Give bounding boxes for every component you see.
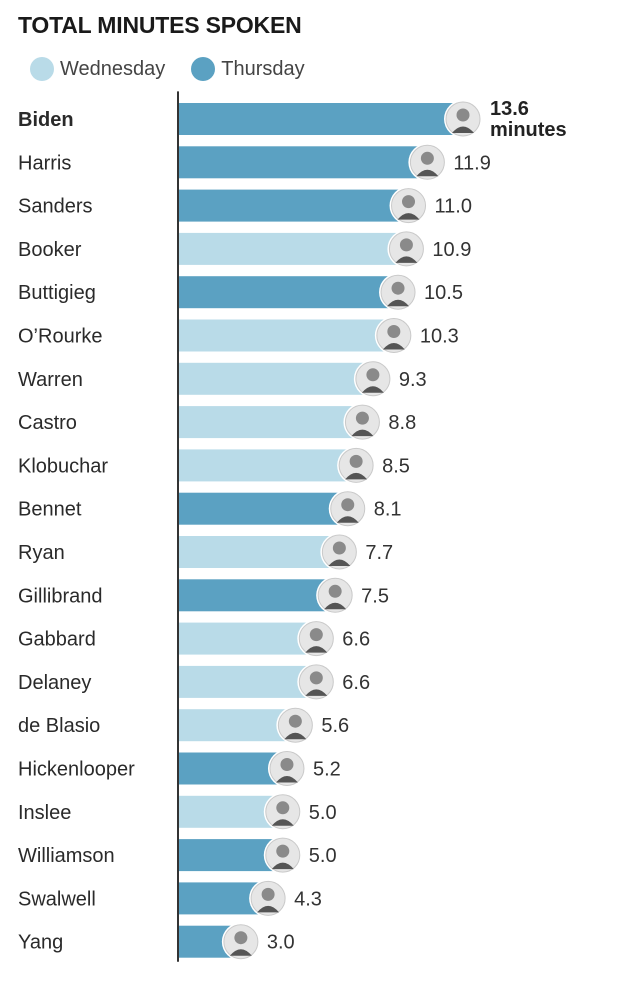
value-label-o-rourke: 10.3 (420, 326, 459, 348)
value-label-gabbard: 6.6 (342, 629, 370, 651)
chart-title: TOTAL MINUTES SPOKEN (18, 12, 302, 38)
candidate-portrait-icon (263, 792, 302, 831)
value-label-swalwell: 4.3 (294, 888, 322, 910)
value-label-castro: 8.8 (388, 412, 416, 434)
candidate-portrait-icon (343, 403, 382, 442)
candidate-portrait-icon (297, 619, 336, 658)
category-label-inslee: Inslee (18, 802, 71, 824)
candidate-portrait-icon (276, 706, 315, 745)
candidate-portrait-icon (444, 100, 482, 138)
value-label-warren: 9.3 (399, 369, 427, 391)
value-label-gillibrand: 7.5 (361, 585, 389, 607)
value-label-booker: 10.9 (432, 239, 471, 261)
category-label-delaney: Delaney (18, 672, 91, 694)
category-label-bennet: Bennet (18, 499, 82, 521)
category-label-klobuchar: Klobuchar (18, 455, 108, 477)
candidate-portrait-icon (320, 533, 359, 571)
bar-bennet (178, 492, 348, 525)
bar-harris (178, 146, 428, 179)
bar-buttigieg (178, 276, 399, 309)
legend-label-thursday: Thursday (221, 57, 305, 80)
bar-castro (178, 406, 363, 439)
candidate-portrait-icon (267, 749, 306, 788)
candidate-portrait-icon (316, 576, 355, 615)
category-label-gillibrand: Gillibrand (18, 585, 102, 607)
candidate-portrait-icon (297, 662, 336, 701)
category-label-hickenlooper: Hickenlooper (18, 759, 135, 781)
legend-item-thursday: Thursday (191, 57, 305, 81)
value-label-ryan: 7.7 (365, 542, 393, 564)
category-label-williamson: Williamson (18, 845, 115, 867)
value-label-harris: 11.9 (453, 152, 490, 174)
category-label-de-blasio: de Blasio (18, 715, 100, 737)
candidate-portrait-icon (389, 186, 428, 225)
category-label-gabbard: Gabbard (18, 629, 96, 651)
category-label-harris: Harris (18, 152, 71, 174)
bar-sanders (178, 189, 409, 222)
bar-delaney (178, 665, 317, 698)
candidate-portrait-icon (221, 922, 260, 961)
bar-klobuchar (178, 449, 357, 482)
candidate-portrait-icon (263, 836, 302, 875)
candidate-portrait-icon (249, 879, 288, 918)
value-label-biden: 13.6 (490, 98, 529, 120)
bar-gabbard (178, 622, 317, 655)
category-label-buttigieg: Buttigieg (18, 282, 96, 304)
candidate-portrait-icon (387, 229, 426, 268)
category-label-ryan: Ryan (18, 542, 65, 564)
candidate-portrait-icon (328, 489, 367, 528)
candidate-portrait-icon (353, 359, 392, 398)
candidate-portrait-icon (374, 316, 413, 355)
category-label-warren: Warren (18, 369, 83, 391)
candidate-portrait-icon (337, 446, 376, 485)
value-label-bennet: 8.1 (374, 499, 402, 521)
bar-warren (178, 362, 373, 395)
bar-ryan (178, 536, 340, 568)
legend-label-wednesday: Wednesday (60, 57, 166, 80)
value-label-hickenlooper: 5.2 (313, 759, 341, 781)
legend-swatch-thursday (191, 57, 216, 81)
candidate-portrait-icon (408, 143, 447, 182)
legend-item-wednesday: Wednesday (30, 57, 165, 81)
bar-de-blasio (178, 709, 296, 742)
category-label-yang: Yang (18, 932, 63, 954)
value-unit-label: minutes (490, 119, 567, 141)
category-label-biden: Biden (18, 109, 74, 131)
category-label-booker: Booker (18, 239, 82, 261)
bar-biden (178, 103, 463, 135)
value-label-inslee: 5.0 (309, 802, 337, 824)
legend-swatch-wednesday (30, 57, 54, 81)
bar-booker (178, 232, 407, 265)
value-label-delaney: 6.6 (342, 672, 370, 694)
category-label-castro: Castro (18, 412, 77, 434)
bar-gillibrand (178, 579, 336, 612)
category-label-o-rourke: O’Rourke (18, 326, 102, 348)
category-label-sanders: Sanders (18, 196, 93, 218)
value-label-klobuchar: 8.5 (382, 455, 410, 477)
value-label-buttigieg: 10.5 (424, 282, 463, 304)
candidate-portrait-icon (379, 273, 418, 312)
value-label-sanders: 11.0 (435, 196, 472, 218)
value-label-williamson: 5.0 (309, 845, 337, 867)
value-label-de-blasio: 5.6 (321, 715, 349, 737)
legend: Wednesday Thursday (30, 56, 331, 82)
value-label-yang: 3.0 (267, 932, 295, 954)
category-label-swalwell: Swalwell (18, 888, 96, 910)
bar-o-rourke (178, 319, 394, 352)
